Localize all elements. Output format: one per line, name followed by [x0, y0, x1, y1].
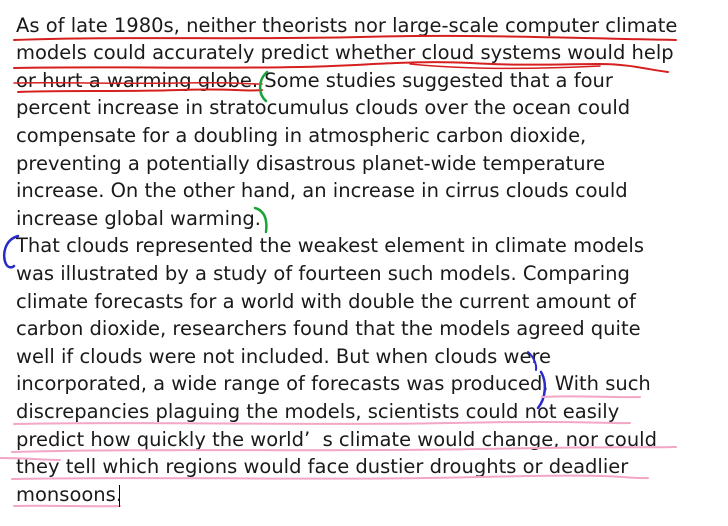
text-line: incorporated, a wide range of forecasts … — [16, 372, 651, 395]
text-line: climate forecasts for a world with doubl… — [16, 290, 636, 313]
text-line: or hurt a warming globe. Some studies su… — [16, 69, 613, 92]
text-line: increase global warming. — [16, 207, 261, 230]
text-line: models could accurately predict whether … — [16, 41, 674, 64]
text-line: was illustrated by a study of fourteen s… — [16, 262, 630, 285]
text-line: increase. On the other hand, an increase… — [16, 179, 628, 202]
text-line: compensate for a doubling in atmospheric… — [16, 124, 587, 147]
text-line: monsoons. — [16, 483, 123, 506]
text-line: carbon dioxide, researchers found that t… — [16, 317, 641, 340]
text-line: preventing a potentially disastrous plan… — [16, 152, 606, 175]
text-line: That clouds represented the weakest elem… — [16, 234, 645, 257]
text-cursor — [119, 485, 120, 507]
text-line: predict how quickly the world’ s climate… — [16, 428, 657, 451]
text-line: discrepancies plaguing the models, scien… — [16, 400, 620, 423]
text-line: they tell which regions would face dusti… — [16, 455, 629, 478]
text-line: percent increase in stratocumulus clouds… — [16, 96, 631, 119]
text-line: well if clouds were not included. But wh… — [16, 345, 552, 368]
text-line: As of late 1980s, neither theorists nor … — [16, 14, 678, 37]
